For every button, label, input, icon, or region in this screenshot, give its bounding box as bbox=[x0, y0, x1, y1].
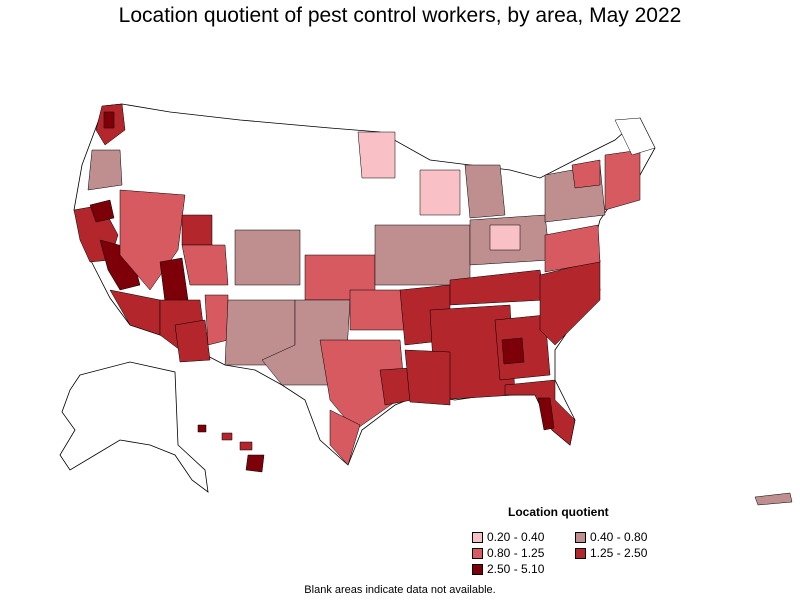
region-arizona-east bbox=[204, 294, 229, 346]
region-texas-gulf bbox=[329, 409, 361, 466]
legend-item-0.40-0.80: 0.40 - 0.80 bbox=[575, 530, 647, 544]
legend-item-2.50-5.10: 2.50 - 5.10 bbox=[472, 562, 544, 576]
legend-item-0.80-1.25: 0.80 - 1.25 bbox=[472, 546, 544, 560]
region-michigan bbox=[464, 164, 506, 219]
region-midwest-plains bbox=[374, 224, 471, 286]
region-phoenix-tucson bbox=[174, 319, 211, 363]
region-utah-central bbox=[181, 244, 229, 286]
legend-title: Location quotient bbox=[508, 505, 609, 519]
legend-swatch bbox=[575, 548, 586, 559]
region-seattle-tacoma bbox=[103, 111, 115, 129]
region-atlanta bbox=[501, 337, 525, 365]
region-sacramento bbox=[89, 199, 115, 223]
hawaii-island-maui bbox=[239, 441, 253, 451]
legend-swatch bbox=[472, 564, 483, 575]
region-maine bbox=[614, 117, 656, 156]
legend-item-0.20-0.40: 0.20 - 0.40 bbox=[472, 530, 544, 544]
hawaii-island-kauai bbox=[197, 424, 207, 433]
legend-swatch bbox=[472, 532, 483, 543]
region-texas-central bbox=[319, 339, 406, 431]
legend-swatch bbox=[472, 548, 483, 559]
region-louisiana bbox=[404, 349, 451, 406]
legend-label: 2.50 - 5.10 bbox=[487, 562, 545, 576]
legend-item-1.25-2.50: 1.25 - 2.50 bbox=[575, 546, 647, 560]
puerto-rico bbox=[754, 492, 793, 506]
region-wisconsin bbox=[419, 169, 461, 216]
region-tampa bbox=[537, 397, 555, 431]
region-florida bbox=[504, 379, 576, 446]
region-colorado bbox=[234, 229, 301, 286]
map-title: Location quotient of pest control worker… bbox=[118, 4, 682, 27]
region-carolinas bbox=[539, 259, 601, 346]
legend-label: 0.80 - 1.25 bbox=[487, 546, 545, 560]
legend-label: 0.20 - 0.40 bbox=[487, 530, 545, 544]
region-oregon-west bbox=[87, 149, 123, 191]
region-ohio-light bbox=[489, 224, 521, 251]
region-virginia bbox=[544, 224, 601, 273]
legend-label: 0.40 - 0.80 bbox=[590, 530, 648, 544]
region-utah-north bbox=[181, 214, 213, 246]
alaska-outline bbox=[59, 361, 209, 493]
region-new-england bbox=[604, 149, 641, 211]
region-minnesota-north bbox=[357, 131, 396, 179]
hawaii-island-oahu bbox=[221, 432, 233, 441]
legend-swatch bbox=[575, 532, 586, 543]
hawaii-island-big bbox=[245, 454, 265, 473]
legend-label: 1.25 - 2.50 bbox=[590, 546, 648, 560]
region-new-york-upstate bbox=[571, 159, 601, 189]
footnote: Blank areas indicate data not available. bbox=[304, 584, 496, 596]
